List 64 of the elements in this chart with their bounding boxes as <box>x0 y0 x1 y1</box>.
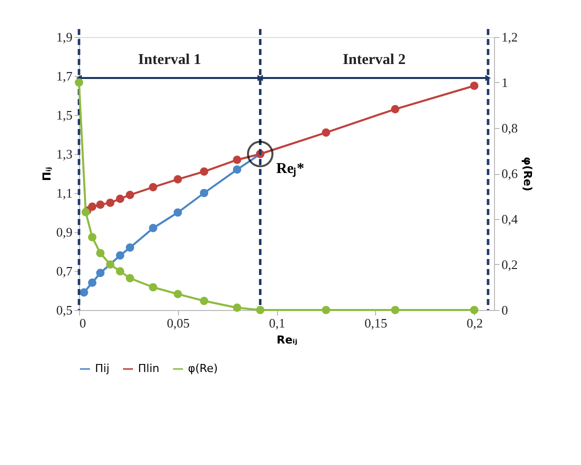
point <box>80 288 88 297</box>
point <box>148 283 158 292</box>
point <box>470 82 478 90</box>
point <box>126 190 134 200</box>
y-tick-label: 1,5 <box>56 108 72 122</box>
point <box>96 268 105 278</box>
x-tick-label: 0,15 <box>364 316 388 330</box>
point <box>200 167 208 176</box>
point <box>126 274 134 282</box>
y-tick-label: 0,5 <box>56 302 72 318</box>
x-tick-label: 0 <box>80 316 86 330</box>
y2-axis-title: φ(Re) <box>520 156 534 192</box>
annotation: Interval 1 <box>138 52 202 68</box>
y2-tick-label: 0,8 <box>502 120 518 136</box>
point <box>200 188 208 198</box>
legend-label: Πij <box>95 362 110 375</box>
point <box>88 202 96 211</box>
annotation: Reⱼ* <box>276 161 304 177</box>
y2-tick-label: 0,4 <box>502 212 518 226</box>
x-tick-label: 0,2 <box>466 316 483 330</box>
point <box>116 251 124 260</box>
point <box>174 175 182 184</box>
point <box>106 198 114 207</box>
x-tick-label: 0,1 <box>268 316 286 330</box>
point <box>174 208 182 217</box>
y-axis-title: Πᵢⱼ <box>40 166 54 182</box>
y-tick-label: 0,7 <box>56 264 73 278</box>
point <box>88 278 96 287</box>
y-tick-label: 1,7 <box>56 68 73 84</box>
point <box>88 233 96 242</box>
point <box>174 290 182 298</box>
point <box>322 128 330 137</box>
y-tick-label: 1,9 <box>56 30 72 44</box>
x-axis-title: Reᵢⱼ <box>276 334 298 346</box>
point <box>256 306 264 314</box>
point <box>148 224 158 232</box>
legend-label: Πlin <box>138 362 160 375</box>
point <box>232 304 242 312</box>
point <box>74 78 84 87</box>
point <box>116 267 124 276</box>
y-tick-label: 0,9 <box>56 224 72 240</box>
point <box>232 165 242 174</box>
annotation: Interval 2 <box>342 52 406 68</box>
y2-tick-label: 0,2 <box>502 257 518 272</box>
point <box>96 248 105 258</box>
y-tick-label: 1,1 <box>56 186 72 200</box>
point <box>391 306 400 314</box>
x-tick-label: 0,05 <box>166 316 190 330</box>
point <box>470 306 478 314</box>
point <box>148 182 158 192</box>
legend-label: φ(Re) <box>188 362 218 375</box>
point <box>200 296 208 306</box>
point <box>232 156 242 164</box>
point <box>126 243 134 252</box>
y2-tick-label: 1 <box>502 75 508 90</box>
y2-tick-label: 1,2 <box>502 30 518 44</box>
point <box>322 306 330 314</box>
point <box>106 260 114 269</box>
point <box>96 200 105 209</box>
y2-tick-label: 0 <box>502 302 508 318</box>
point <box>391 104 400 114</box>
y2-tick-label: 0,6 <box>502 166 518 181</box>
y-tick-label: 1,3 <box>56 146 72 162</box>
point <box>116 194 124 204</box>
